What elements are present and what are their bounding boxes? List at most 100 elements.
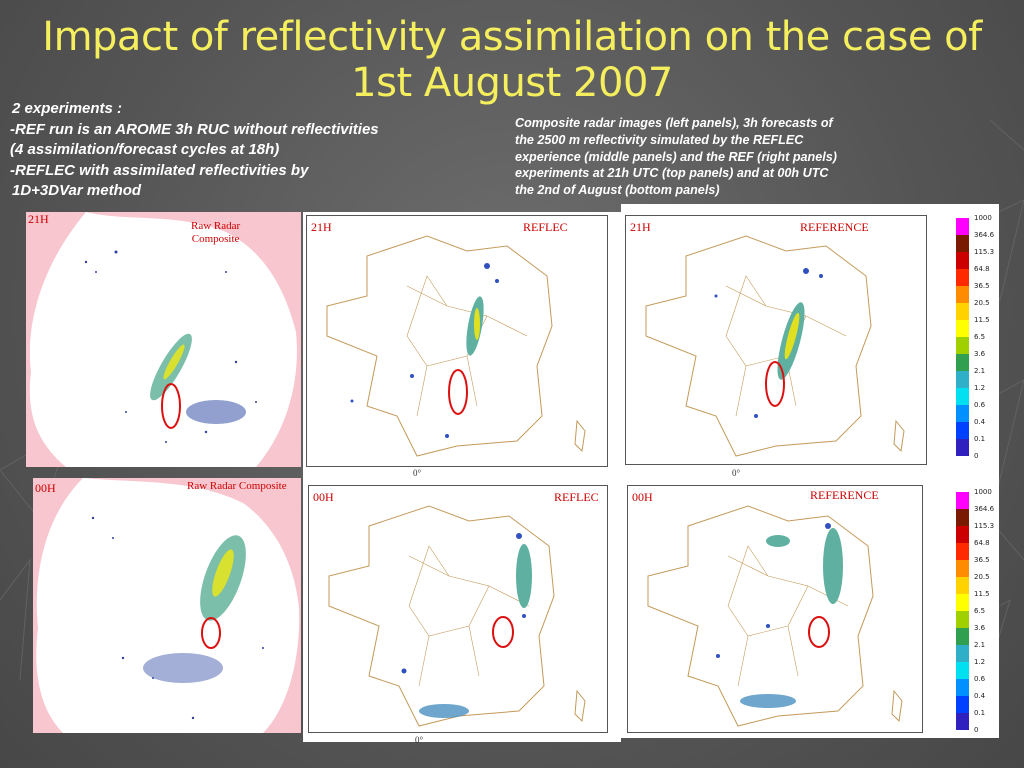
legend-swatch: [956, 303, 969, 320]
highlight-ellipse: [448, 369, 468, 415]
legend-level-label: 36.5: [974, 282, 990, 290]
slide-title: Impact of reflectivity assimilation on t…: [0, 14, 1024, 106]
legend-level-label: 0.1: [974, 709, 986, 717]
legend-level-label: 2.1: [974, 641, 986, 649]
reference-21h-panel: 21H REFERENCE: [625, 215, 927, 465]
reflectivity-legend-top: 1000 364.6 115.3 64.8 36.5 20.5 11.5 6.5 3.6 2.1 1…: [950, 212, 1002, 464]
highlight-ellipse: [808, 616, 830, 648]
panel-label: REFLEC: [554, 490, 599, 504]
legend-swatch: [956, 252, 969, 269]
reference-map-00h: [647, 505, 903, 727]
title-line-2: 1st August 2007: [351, 60, 673, 106]
legend-swatch: [956, 611, 969, 628]
intro-line: (4 assimilation/forecast cycles at 18h): [10, 141, 280, 158]
panel-label: REFERENCE: [800, 220, 869, 234]
legend-level-label: 364.6: [974, 505, 995, 513]
legend-swatch: [956, 320, 969, 337]
intro-line: 2 experiments :: [12, 100, 123, 117]
reflectivity-legend-bottom: 1000 364.6 115.3 64.8 36.5 20.5 11.5 6.5 3.6 2.1 1…: [950, 486, 1002, 738]
figure-caption: Composite radar images (left panels), 3h…: [515, 115, 935, 199]
time-label: 21H: [311, 220, 332, 234]
time-label: 00H: [632, 490, 653, 504]
radar-map-21h: [26, 212, 301, 467]
reflec-map-00h: [328, 505, 586, 727]
legend-level-label: 20.5: [974, 299, 990, 307]
intro-line: -REFLEC with assimilated reflectivities …: [10, 161, 309, 179]
highlight-ellipse: [765, 361, 785, 407]
panel-label-line: Composite: [191, 233, 240, 245]
legend-swatch: [956, 577, 969, 594]
legend-level-label: 0.6: [974, 675, 986, 683]
legend-swatch: [956, 286, 969, 303]
legend-level-label: 3.6: [974, 350, 986, 358]
legend-swatch: [956, 526, 969, 543]
legend-level-label: 0: [974, 452, 979, 460]
legend-level-label: 1.2: [974, 658, 986, 666]
legend-level-label: 11.5: [974, 316, 990, 324]
legend-swatch: [956, 696, 969, 713]
legend-swatch: [956, 422, 969, 439]
time-label: 21H: [630, 220, 651, 234]
highlight-ellipse: [161, 383, 181, 429]
radar-map-00h: [33, 478, 301, 733]
legend-swatch: [956, 388, 969, 405]
legend-level-label: 1000: [974, 488, 992, 496]
time-label: 21H: [28, 212, 49, 226]
legend-swatch: [956, 371, 969, 388]
radar-composite-00h-panel: 00H Raw Radar Composite: [33, 478, 301, 733]
legend-swatch: [956, 492, 969, 509]
legend-swatch: [956, 662, 969, 679]
legend-swatch: [956, 679, 969, 696]
legend-swatch: [956, 594, 969, 611]
legend-level-label: 64.8: [974, 265, 990, 273]
legend-level-label: 1.2: [974, 384, 986, 392]
intro-line: 1D+3DVar method: [12, 182, 142, 199]
legend-swatch: [956, 235, 969, 252]
experiments-description: 2 experiments : -REF run is an AROME 3h …: [10, 99, 510, 202]
caption-line: experiments at 21h UTC (top panels) and …: [515, 166, 829, 181]
panel-label: Raw Radar Composite: [187, 480, 287, 492]
legend-level-label: 115.3: [974, 248, 995, 256]
legend-level-label: 364.6: [974, 231, 995, 239]
legend-level-label: 0: [974, 726, 979, 734]
legend-swatch: [956, 543, 969, 560]
legend-swatch: [956, 628, 969, 645]
legend-swatch: [956, 405, 969, 422]
legend-level-label: 115.3: [974, 522, 995, 530]
legend-swatch: [956, 439, 969, 456]
legend-swatch: [956, 713, 969, 730]
legend-level-label: 0.4: [974, 692, 986, 700]
legend-level-label: 1000: [974, 214, 992, 222]
legend-swatch: [956, 509, 969, 526]
legend-level-label: 0.1: [974, 435, 986, 443]
legend-level-label: 3.6: [974, 624, 986, 632]
legend-swatch: [956, 645, 969, 662]
legend-level-label: 64.8: [974, 539, 990, 547]
time-label: 00H: [313, 490, 334, 504]
panel-label: REFLEC: [523, 220, 568, 234]
caption-line: Composite radar images (left panels), 3h…: [515, 116, 833, 130]
panel-label-line: Raw Radar: [191, 220, 241, 232]
time-label: 00H: [35, 481, 56, 495]
legend-level-label: 36.5: [974, 556, 990, 564]
highlight-ellipse: [201, 617, 221, 649]
legend-level-label: 11.5: [974, 590, 990, 598]
legend-level-label: 20.5: [974, 573, 990, 581]
caption-line: the 2nd of August (bottom panels): [515, 183, 720, 198]
reference-00h-panel: 00H REFERENCE: [627, 485, 923, 733]
caption-line: experience (middle panels) and the REF (…: [515, 149, 837, 164]
reflec-00h-panel: 00H REFLEC: [308, 485, 608, 733]
legend-level-label: 0.4: [974, 418, 986, 426]
reflec-map-21h: [326, 235, 586, 457]
title-line-1: Impact of reflectivity assimilation on t…: [42, 14, 982, 60]
intro-line: -REF run is an AROME 3h RUC without refl…: [10, 120, 379, 138]
axis-label: 0°: [415, 735, 424, 745]
axis-label: 0°: [413, 468, 422, 478]
legend-level-label: 6.5: [974, 607, 986, 615]
highlight-ellipse: [492, 616, 514, 648]
axis-label: 0°: [732, 468, 741, 478]
legend-level-label: 0.6: [974, 401, 986, 409]
legend-swatch: [956, 218, 969, 235]
legend-level-label: 6.5: [974, 333, 986, 341]
panel-label: Raw Radar Composite: [191, 220, 240, 246]
